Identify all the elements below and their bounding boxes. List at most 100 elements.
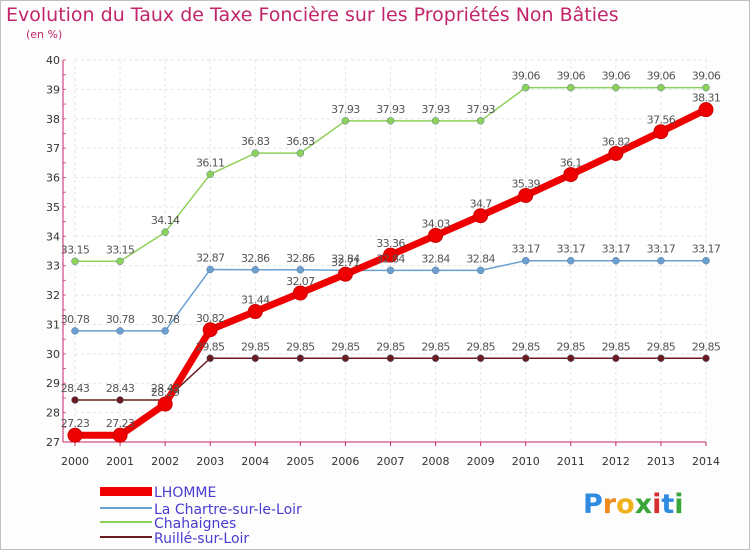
data-label: 33.15	[61, 243, 90, 256]
data-label: 29.85	[196, 340, 225, 353]
logo-letter: i	[652, 489, 662, 520]
data-point	[112, 427, 128, 443]
y-axis-unit-label: (en %)	[26, 28, 63, 41]
data-point	[157, 396, 173, 412]
x-tick-label: 2008	[422, 455, 450, 468]
data-label: 32.84	[466, 252, 495, 265]
data-point	[116, 327, 124, 335]
data-point	[116, 396, 124, 404]
data-label: 29.85	[286, 340, 315, 353]
logo-letter: P	[583, 489, 603, 520]
y-tick-label: 29	[46, 377, 60, 390]
x-tick-label: 2001	[106, 455, 134, 468]
data-point	[337, 266, 353, 282]
data-label: 34.14	[151, 214, 180, 227]
data-label: 39.06	[692, 70, 721, 83]
logo-letter: r	[602, 489, 617, 520]
logo-letter: i	[674, 489, 684, 520]
data-label: 28.43	[106, 382, 135, 395]
data-label: 32.71	[331, 256, 360, 269]
data-point	[383, 247, 398, 263]
x-tick-label: 2014	[692, 455, 720, 468]
data-point	[567, 256, 575, 265]
data-label: 28.29	[151, 386, 180, 399]
data-label: 30.82	[196, 312, 225, 325]
y-tick-label: 33	[46, 260, 60, 273]
x-tick-label: 2009	[467, 455, 495, 468]
data-label: 29.85	[511, 340, 540, 353]
data-point	[567, 354, 575, 363]
data-label: 32.84	[331, 252, 360, 265]
legend-label: Chahaignes	[154, 516, 236, 532]
data-label: 30.78	[61, 313, 90, 326]
proxiti-logo: Proxiti	[583, 489, 684, 520]
y-tick-label: 37	[46, 142, 60, 155]
data-label: 29.85	[421, 340, 450, 353]
data-point	[657, 354, 665, 363]
data-point	[386, 117, 395, 125]
data-label: 27.23	[106, 417, 135, 430]
data-point	[702, 83, 710, 92]
data-point	[476, 117, 485, 125]
x-tick-label: 2011	[557, 455, 585, 468]
data-label: 32.07	[286, 275, 315, 288]
data-label: 34.7	[470, 198, 493, 211]
y-tick-label: 30	[46, 348, 60, 361]
data-point	[431, 117, 440, 125]
data-label: 34.03	[421, 217, 450, 230]
data-label: 27.23	[61, 417, 90, 430]
data-point	[657, 256, 665, 265]
data-label: 33.17	[647, 243, 676, 256]
data-point	[71, 257, 79, 266]
data-point	[428, 227, 444, 243]
x-tick-label: 2010	[512, 455, 540, 468]
data-point	[518, 187, 534, 203]
data-label: 36.83	[241, 135, 270, 148]
data-label: 32.84	[421, 252, 450, 265]
data-point	[206, 354, 214, 363]
data-label: 33.17	[511, 243, 540, 256]
data-label: 29.85	[557, 340, 586, 353]
data-label: 29.85	[602, 340, 631, 353]
data-point	[473, 208, 489, 224]
data-label: 36.83	[286, 135, 315, 148]
data-point	[67, 427, 83, 443]
data-label: 29.85	[647, 340, 676, 353]
logo-letter: t	[661, 489, 675, 520]
data-point	[202, 322, 218, 338]
data-label: 37.93	[376, 103, 405, 116]
data-point	[521, 354, 530, 363]
data-label: 39.06	[511, 70, 540, 83]
y-tick-label: 36	[46, 172, 60, 185]
y-tick-label: 38	[46, 113, 60, 126]
x-tick-label: 2004	[241, 455, 269, 468]
legend-label: LHOMME	[154, 485, 216, 501]
data-label: 32.86	[286, 252, 315, 265]
data-label: 33.17	[557, 243, 586, 256]
data-point	[653, 124, 669, 140]
data-point	[341, 354, 350, 363]
data-label: 32.86	[241, 252, 270, 265]
data-point	[296, 149, 305, 157]
data-label: 37.93	[331, 103, 360, 116]
data-point	[386, 266, 395, 275]
data-point	[251, 149, 260, 157]
data-point	[567, 83, 575, 92]
data-point	[612, 83, 620, 92]
data-label: 36.82	[602, 135, 631, 148]
data-label: 32.87	[196, 252, 225, 265]
data-label: 29.85	[376, 340, 405, 353]
data-label: 29.85	[241, 340, 270, 353]
data-point	[702, 256, 710, 265]
data-point	[341, 117, 350, 125]
data-point	[206, 170, 214, 179]
data-label: 39.06	[602, 70, 631, 83]
data-point	[612, 354, 620, 363]
x-tick-label: 2005	[286, 455, 314, 468]
x-tick-label: 2006	[331, 455, 359, 468]
data-point	[612, 256, 620, 265]
data-label: 37.93	[421, 103, 450, 116]
data-point	[251, 266, 260, 274]
legend-swatch	[100, 487, 152, 496]
